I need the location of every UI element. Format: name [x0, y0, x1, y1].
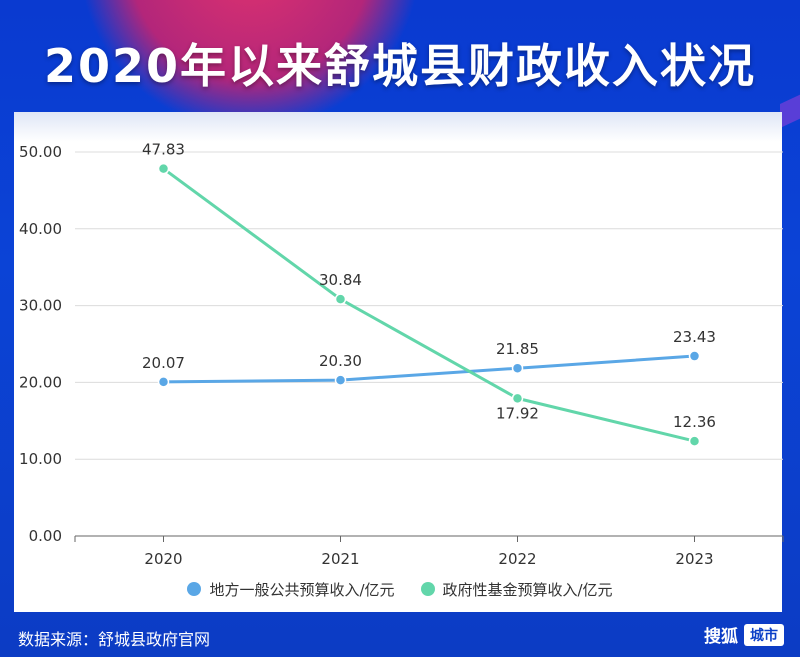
series2-point-1 — [334, 293, 347, 305]
chart-panel — [14, 112, 782, 612]
data-source: 数据来源：舒城县政府官网 — [18, 630, 211, 649]
legend-label-series1: 地方一般公共预算收入/亿元 — [209, 580, 395, 599]
y-tick-label-0: 0.00 — [29, 527, 62, 545]
series2-data-label-0: 47.83 — [142, 141, 185, 159]
brand-tag: 城市 — [744, 623, 784, 646]
series2-data-label-1: 30.84 — [319, 271, 362, 289]
brand-name: 搜狐 — [704, 627, 738, 647]
legend-marker-series2 — [420, 582, 435, 596]
legend: 地方一般公共预算收入/亿元 政府性基金预算收入/亿元 — [0, 578, 800, 600]
legend-item-series1: 地方一般公共预算收入/亿元 — [187, 579, 395, 600]
series2-data-label-2: 17.92 — [496, 404, 539, 422]
series1-point-1 — [334, 374, 347, 386]
series1-point-0 — [157, 376, 170, 388]
x-tick-label-0: 2020 — [144, 550, 182, 568]
series1-data-label-1: 20.30 — [319, 352, 362, 370]
series2-point-0 — [157, 162, 170, 175]
brand-logo: 搜狐 城市 — [704, 622, 784, 647]
series1-data-label-3: 23.43 — [673, 328, 716, 346]
legend-label-series2: 政府性基金预算收入/亿元 — [442, 580, 613, 599]
panel-top-fade — [14, 112, 782, 142]
series2-point-3 — [688, 435, 701, 447]
series2-point-2 — [511, 392, 524, 405]
series1-data-label-2: 21.85 — [496, 340, 539, 358]
y-tick-label-2: 20.00 — [19, 373, 62, 391]
x-tick-label-1: 2021 — [321, 550, 359, 568]
x-tick-label-3: 2023 — [675, 550, 713, 568]
chart-title: 2020年以来舒城县财政收入状况 — [43, 39, 757, 93]
y-tick-label-1: 10.00 — [19, 450, 62, 468]
series-line-1 — [163, 354, 695, 384]
series1-data-label-0: 20.07 — [142, 354, 185, 372]
series-line-2 — [162, 167, 695, 443]
y-tick-label-3: 30.00 — [19, 297, 62, 315]
x-tick-label-2: 2022 — [498, 550, 536, 568]
y-tick-label-5: 50.00 — [19, 143, 62, 161]
y-tick-label-4: 40.00 — [19, 220, 62, 238]
legend-item-series2: 政府性基金预算收入/亿元 — [420, 579, 613, 600]
legend-marker-series1 — [187, 582, 202, 596]
series1-point-2 — [511, 362, 524, 374]
series1-point-3 — [688, 350, 701, 362]
series2-data-label-3: 12.36 — [673, 413, 716, 431]
